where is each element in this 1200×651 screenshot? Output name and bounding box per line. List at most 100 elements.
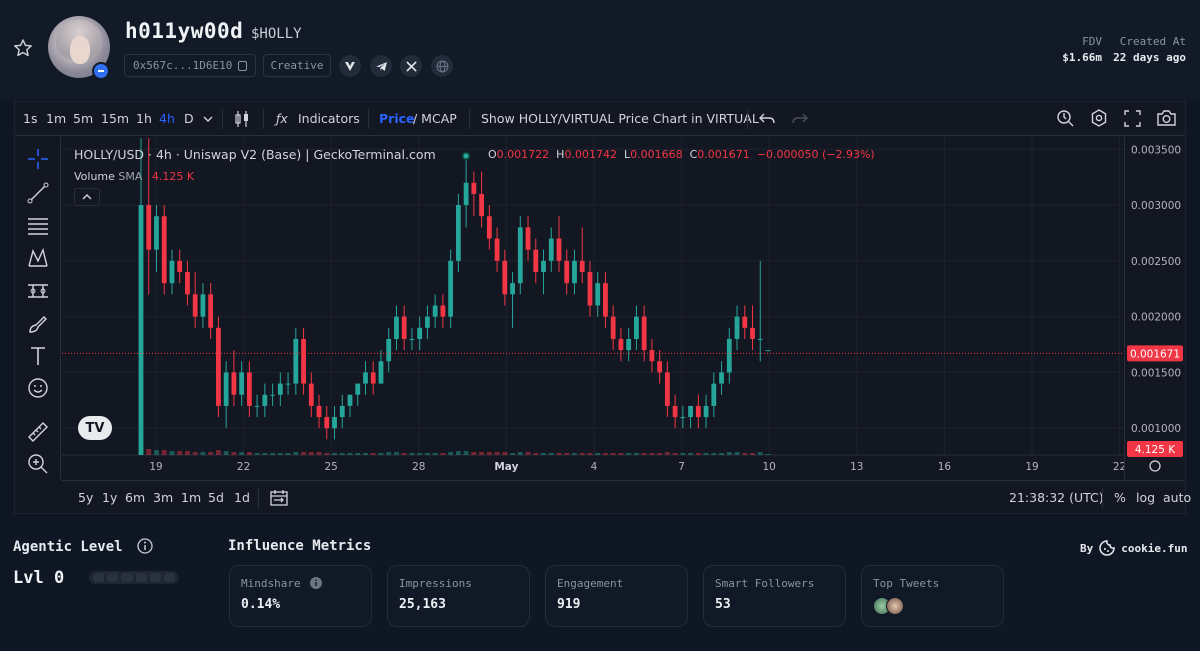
address-chip[interactable]: 0x567c...1D6E10 [124, 54, 256, 77]
x-tick-label: 16 [938, 461, 952, 473]
date-range-icon[interactable] [270, 490, 288, 506]
volume-bar [672, 453, 678, 455]
fx-icon[interactable]: ƒx [276, 111, 288, 126]
interval-15m[interactable]: 15m [101, 111, 130, 126]
volume-bar [641, 453, 647, 455]
volume-bar [154, 450, 159, 455]
info-icon[interactable] [137, 538, 153, 554]
forecast-icon[interactable] [27, 280, 49, 302]
copy-icon[interactable] [238, 60, 247, 71]
interval-1s[interactable]: 1s [23, 111, 38, 126]
crosshair-icon[interactable] [27, 148, 49, 170]
percent-toggle[interactable]: % [1114, 490, 1126, 505]
candle-body [154, 216, 159, 250]
candles-icon[interactable] [234, 110, 250, 128]
globe-icon[interactable] [431, 55, 453, 77]
volume-bar [270, 453, 275, 455]
camera-icon[interactable] [1157, 110, 1176, 126]
collapse-legend-button[interactable] [74, 188, 100, 206]
ruler-icon[interactable] [27, 421, 49, 443]
info-icon[interactable] [310, 577, 323, 589]
interval-4h[interactable]: 4h [159, 111, 175, 126]
creative-tag-label: Creative [270, 59, 324, 72]
volume-bar [657, 453, 663, 455]
candle-body [185, 272, 190, 295]
candle-body [595, 283, 601, 306]
last-price-label: 0.001671 [1130, 348, 1180, 360]
trend-line-icon[interactable] [27, 182, 49, 204]
undo-icon[interactable] [759, 111, 775, 125]
mcap-toggle[interactable]: / MCAP [413, 111, 457, 126]
range-5d[interactable]: 5d [208, 490, 224, 505]
range-1d[interactable]: 1d [234, 490, 250, 505]
created-stat: Created At 22 days ago [1110, 35, 1186, 64]
fdv-label: FDV [1082, 35, 1102, 48]
volume-bar [254, 453, 260, 455]
volume-bar [634, 453, 639, 455]
volume-label: Volume [74, 170, 115, 183]
candle-body [216, 327, 221, 406]
candle-body [316, 405, 322, 418]
text-tool-icon[interactable] [27, 345, 49, 367]
range-1m[interactable]: 1m [181, 490, 202, 505]
brush-icon[interactable] [27, 313, 49, 335]
fib-retracement-icon[interactable] [27, 215, 49, 237]
show-virtual-button[interactable]: Show HOLLY/VIRTUAL Price Chart in VIRTUA… [481, 111, 759, 126]
chevron-down-icon[interactable] [203, 115, 213, 123]
redo-icon[interactable] [792, 111, 808, 125]
pattern-icon[interactable] [27, 247, 49, 269]
volume-bar [649, 453, 655, 455]
settings-gear-icon[interactable] [1090, 109, 1108, 127]
range-3m[interactable]: 3m [153, 490, 174, 505]
tweet-avatar[interactable] [886, 597, 904, 615]
fullscreen-icon[interactable] [1124, 110, 1141, 127]
top-tweets-card: Top Tweets [861, 565, 1004, 627]
price-axis-labels: 0.001000 0.001500 0.002000 0.002500 0.003000… [1127, 144, 1183, 472]
volume-bar [394, 452, 399, 455]
volume-bar [332, 453, 337, 455]
candle-body [641, 316, 647, 351]
volume-bar [502, 452, 508, 455]
ohlc-values: O0.001722 H0.001742 L0.001668 C0.001671 … [488, 148, 875, 161]
zoom-in-icon[interactable] [27, 453, 49, 475]
fdv-value: $1.66m [1062, 51, 1102, 64]
virtuals-icon[interactable] [339, 55, 361, 77]
price-chart[interactable]: 19 22 25 28 May 4 7 10 13 16 19 22 HOLLY/USD · 4h ·… [62, 137, 1126, 479]
range-6m[interactable]: 6m [125, 490, 146, 505]
candle-body [626, 338, 632, 351]
tradingview-logo[interactable]: TV [78, 416, 112, 440]
utc-clock[interactable]: 21:38:32 (UTC) [1009, 490, 1104, 505]
interval-1h[interactable]: 1h [136, 111, 152, 126]
candle-body [479, 193, 484, 217]
candle-body [750, 327, 755, 339]
agentic-level-value: Lvl 0 [13, 568, 65, 588]
volume-bar [448, 452, 454, 455]
engagement-card: Engagement 919 [545, 565, 688, 627]
volume-bar [231, 452, 237, 455]
interval-1m[interactable]: 1m [46, 111, 67, 126]
log-toggle[interactable]: log [1136, 490, 1156, 505]
volume-bar [680, 453, 686, 455]
interval-5m[interactable]: 5m [73, 111, 94, 126]
price-axis[interactable]: 0.001000 0.001500 0.002000 0.002500 0.003000… [1124, 137, 1185, 479]
range-5y[interactable]: 5y [78, 490, 94, 505]
emoji-icon[interactable] [27, 377, 49, 399]
range-1y[interactable]: 1y [102, 490, 118, 505]
telegram-icon[interactable] [370, 55, 392, 77]
token-name: h011yw00d [125, 19, 244, 43]
quick-search-icon[interactable] [1056, 109, 1074, 127]
candle-body [765, 350, 771, 352]
volume-bar [494, 452, 500, 455]
drawing-toolbar [15, 137, 61, 479]
provider-credit[interactable]: By cookie.fun [1080, 540, 1187, 556]
candle-body [378, 361, 384, 384]
candle-body [533, 249, 539, 273]
price-toggle[interactable]: Price [379, 111, 415, 126]
indicators-button[interactable]: Indicators [298, 111, 360, 126]
star-icon[interactable] [13, 38, 33, 58]
volume-bar [556, 453, 562, 455]
interval-d[interactable]: D [184, 111, 194, 126]
candlestick-chart[interactable]: 19 22 25 28 May 4 7 10 13 16 19 22 [62, 137, 1126, 479]
x-icon[interactable] [400, 55, 422, 77]
auto-toggle[interactable]: auto [1163, 490, 1192, 505]
